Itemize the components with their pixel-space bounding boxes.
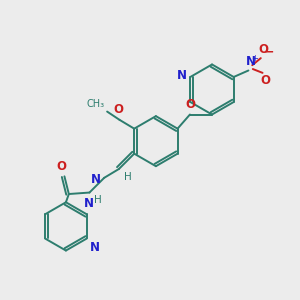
- Text: O: O: [56, 160, 67, 173]
- Text: N: N: [90, 241, 100, 254]
- Text: N: N: [91, 172, 100, 185]
- Text: N: N: [246, 55, 256, 68]
- Text: +: +: [251, 54, 258, 63]
- Text: CH₃: CH₃: [86, 99, 104, 109]
- Text: N: N: [84, 197, 94, 210]
- Text: O: O: [113, 103, 123, 116]
- Text: O: O: [260, 74, 271, 87]
- Text: H: H: [94, 196, 102, 206]
- Text: H: H: [124, 172, 132, 182]
- Text: O: O: [258, 43, 268, 56]
- Text: N: N: [176, 69, 187, 82]
- Text: −: −: [264, 45, 274, 58]
- Text: O: O: [186, 98, 196, 111]
